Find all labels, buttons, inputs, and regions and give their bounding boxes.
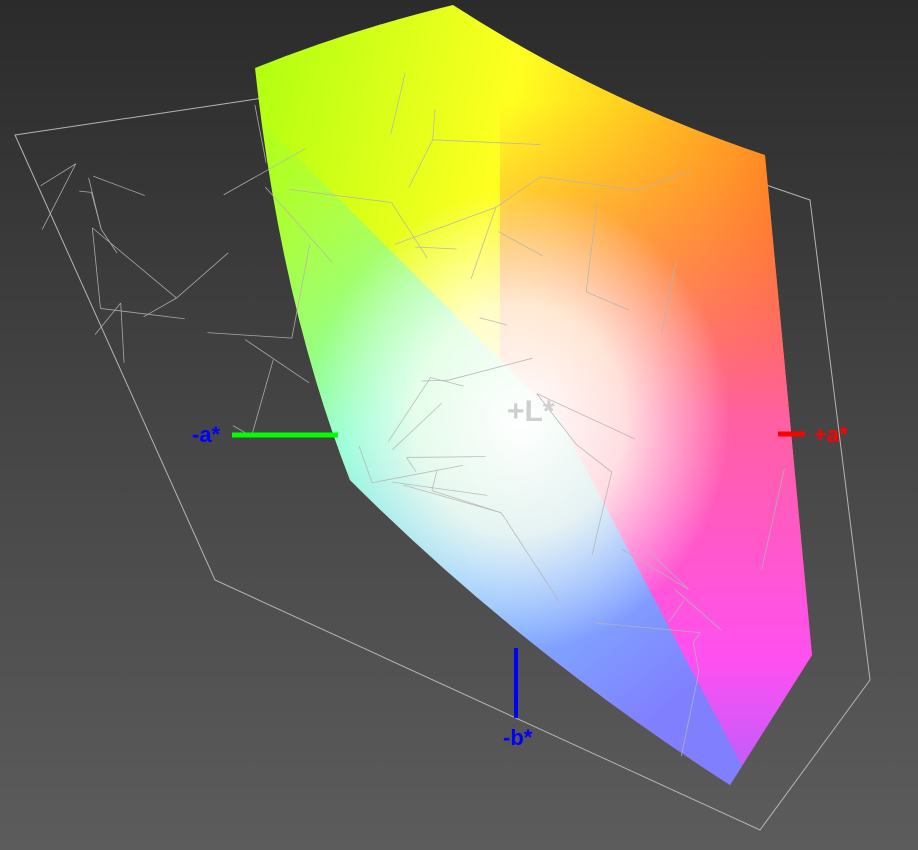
mesh-edge: [479, 317, 508, 326]
mesh-edge: [92, 227, 177, 299]
mesh-edge: [448, 357, 533, 381]
mesh-edge: [585, 202, 598, 292]
mesh-edge: [79, 190, 92, 193]
mesh-edge: [596, 622, 701, 634]
mesh-edge: [495, 176, 541, 208]
mesh-edge: [100, 229, 118, 254]
mesh-edge: [431, 469, 438, 491]
mesh-edge: [391, 202, 428, 259]
mesh-edge: [500, 512, 560, 602]
mesh-edge: [498, 231, 544, 257]
mesh-edge: [120, 302, 125, 363]
mesh-edge: [693, 632, 701, 643]
mesh-edge: [536, 393, 577, 445]
mesh-edge: [143, 297, 177, 318]
mesh-edge: [254, 104, 267, 163]
mesh-edge: [207, 332, 292, 339]
mesh-edge: [622, 549, 689, 590]
mesh-edge: [421, 379, 449, 382]
mesh-edge: [403, 484, 502, 514]
mesh-edge: [432, 109, 436, 140]
mesh-edge: [668, 600, 685, 623]
mesh-edge: [291, 243, 311, 339]
mesh-edge: [223, 148, 306, 196]
mesh-edge: [289, 189, 392, 203]
mesh-edge: [88, 177, 102, 230]
mesh-edge: [674, 589, 722, 631]
mesh-edge: [94, 302, 122, 335]
mesh-edge: [647, 549, 689, 590]
mesh-edge: [251, 359, 274, 437]
mesh-edge: [430, 377, 464, 387]
mesh-edge: [406, 456, 486, 458]
mesh-edge: [93, 175, 145, 196]
mesh-edge: [692, 642, 700, 672]
mesh-edge: [387, 377, 431, 443]
l-plus-label: +L*: [507, 395, 555, 428]
mesh-edge: [100, 308, 185, 320]
mesh-edge: [635, 170, 693, 191]
mesh-edge: [408, 139, 434, 188]
mesh-edge: [358, 445, 373, 483]
mesh-edge: [591, 472, 613, 556]
mesh-edge: [40, 163, 77, 187]
mesh-edge: [432, 139, 541, 145]
mesh-edge: [264, 186, 333, 263]
mesh-edge: [244, 339, 310, 384]
mesh-edge: [586, 291, 630, 311]
a-plus-label: +a*: [814, 422, 848, 447]
mesh-edge: [536, 393, 636, 440]
mesh-edge: [390, 72, 406, 135]
mesh-edge: [91, 227, 101, 309]
mesh-edge: [761, 468, 785, 570]
mesh-edge: [392, 481, 488, 496]
mesh-edge: [680, 671, 700, 757]
b-minus-label: -b*: [503, 725, 533, 750]
wireframe-mesh: [40, 72, 785, 757]
mesh-edge: [540, 176, 636, 191]
mesh-edge: [575, 443, 613, 473]
mesh-edge: [415, 246, 457, 250]
mesh-edge: [394, 206, 496, 245]
mesh-edge: [372, 464, 463, 484]
mesh-edge: [431, 490, 502, 514]
mesh-edge: [41, 163, 77, 230]
mesh-edge: [176, 252, 229, 299]
mesh-edge: [406, 457, 417, 472]
mesh-edge: [661, 261, 677, 334]
mesh-edge: [392, 402, 443, 451]
a-minus-label: -a*: [192, 422, 221, 447]
mesh-edge: [470, 207, 497, 280]
